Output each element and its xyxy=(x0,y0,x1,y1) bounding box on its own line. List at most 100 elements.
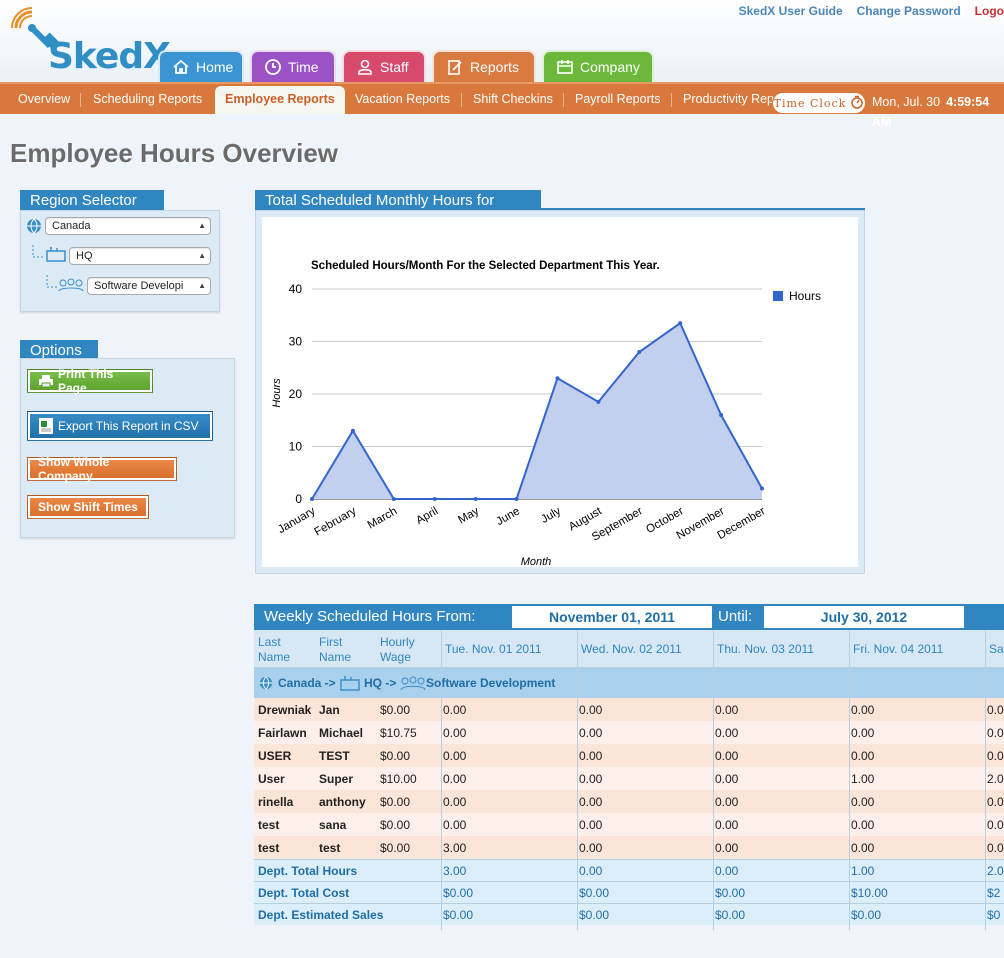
y-tick-label: 40 xyxy=(289,282,303,296)
totals-value: $0.00 xyxy=(579,886,610,900)
change-password-link[interactable]: Change Password xyxy=(856,4,961,18)
logout-link[interactable]: Logo xyxy=(974,4,1004,18)
column-divider xyxy=(577,630,578,930)
cell-last-name: User xyxy=(258,772,285,786)
until-date-field[interactable]: July 30, 2012 xyxy=(764,606,964,628)
header-day: Tue. Nov. 01 2011 xyxy=(445,642,542,656)
tab-home[interactable]: Home xyxy=(158,50,244,82)
cell-day-hours: 0.00 xyxy=(443,795,467,809)
subnav-payroll-reports[interactable]: Payroll Reports xyxy=(575,92,661,106)
cell-day-hours: 0.00 xyxy=(851,841,875,855)
country-select[interactable]: Canada ▲▼ xyxy=(45,217,211,235)
subnav-shift-checkins[interactable]: Shift Checkins xyxy=(473,92,553,106)
cell-day-hours: 0.00 xyxy=(851,795,875,809)
building-icon xyxy=(31,245,67,262)
chart-panel: Scheduled Hours/Month For the Selected D… xyxy=(255,210,865,574)
y-tick-label: 20 xyxy=(289,387,303,401)
cell-last-name: USER xyxy=(258,749,292,763)
data-point[interactable] xyxy=(596,399,601,404)
data-point[interactable] xyxy=(473,497,478,501)
data-point[interactable] xyxy=(432,497,437,501)
department-select[interactable]: Software Developi ▲▼ xyxy=(87,277,211,295)
cell-hourly-wage: $0.00 xyxy=(380,749,411,763)
cell-hourly-wage: $10.75 xyxy=(380,726,417,740)
show-shift-times-button[interactable]: Show Shift Times xyxy=(27,495,149,519)
people-group-icon xyxy=(45,275,85,292)
cell-day-hours: 0.00 xyxy=(443,749,467,763)
tab-company[interactable]: Company xyxy=(542,50,654,82)
home-icon xyxy=(172,58,190,76)
x-tick-label: July xyxy=(539,505,563,526)
data-point[interactable] xyxy=(310,497,314,501)
cell-day-hours: 0.00 xyxy=(579,726,603,740)
tab-company-label: Company xyxy=(580,59,640,75)
data-point[interactable] xyxy=(678,321,683,326)
table-row: test sana $0.00 0.00 0.00 0.00 0.00 0.0 xyxy=(254,813,1004,836)
cell-day-hours: 0.00 xyxy=(579,772,603,786)
data-point[interactable] xyxy=(350,428,355,433)
tab-staff[interactable]: Staff xyxy=(342,50,426,82)
cell-day-hours: 0.00 xyxy=(715,841,739,855)
subnav-separator xyxy=(80,93,81,107)
cell-last-name: rinella xyxy=(258,795,294,809)
print-page-button[interactable]: Print This Page xyxy=(27,367,153,395)
totals-value: $2 xyxy=(987,886,1001,900)
options-panel: Print This Page Export This Report in CS… xyxy=(20,358,235,538)
data-point[interactable] xyxy=(514,497,519,501)
weekly-until-label: Until: xyxy=(718,608,753,625)
table-row: rinella anthony $0.00 0.00 0.00 0.00 0.00 0.0 xyxy=(254,790,1004,813)
skedx-logo[interactable]: SkedX xyxy=(10,6,171,78)
region-selector-panel: Canada ▲▼ HQ ▲▼ Software Developi ▲▼ xyxy=(20,210,220,312)
location-select[interactable]: HQ ▲▼ xyxy=(69,247,211,265)
data-point[interactable] xyxy=(637,350,642,354)
show-whole-company-button[interactable]: Show Whole Company xyxy=(27,455,177,483)
cell-last-name: test xyxy=(258,818,280,832)
header-last-name: Last Name xyxy=(258,635,291,664)
cell-day-hours: 0.0 xyxy=(987,726,1004,740)
totals-value: 0.00 xyxy=(579,864,603,878)
x-tick-label: January xyxy=(276,505,318,536)
y-tick-label: 10 xyxy=(289,440,303,454)
subnav-overview[interactable]: Overview xyxy=(18,92,71,106)
time-clock-button[interactable]: Time Clock xyxy=(772,92,866,114)
group-location: HQ -> xyxy=(364,676,397,690)
cell-first-name: Michael xyxy=(319,726,364,740)
totals-value: 2.0 xyxy=(987,864,1004,878)
subnav-employee-reports[interactable]: Employee Reports xyxy=(215,86,345,114)
data-point[interactable] xyxy=(391,497,396,501)
tab-reports[interactable]: Reports xyxy=(432,50,536,82)
cell-day-hours: 0.00 xyxy=(851,749,875,763)
subnav-scheduling-reports[interactable]: Scheduling Reports xyxy=(93,92,203,106)
totals-label: Dept. Estimated Sales xyxy=(258,908,384,922)
current-date: Mon, Jul. 30 xyxy=(872,95,941,109)
data-point[interactable] xyxy=(760,486,764,491)
from-date-field[interactable]: November 01, 2011 xyxy=(512,606,712,628)
person-icon xyxy=(356,58,374,76)
subnav-vacation-reports[interactable]: Vacation Reports xyxy=(355,92,450,106)
column-divider xyxy=(849,630,850,930)
cell-day-hours: 0.00 xyxy=(579,841,603,855)
logo-text: SkedX xyxy=(48,36,171,77)
subnav-productivity-reports[interactable]: Productivity Rep xyxy=(683,92,775,106)
data-point[interactable] xyxy=(719,413,724,417)
chart-legend: Hours xyxy=(773,289,821,303)
department-group-row: Canada -> HQ -> Software Development xyxy=(254,668,1004,698)
cell-hourly-wage: $0.00 xyxy=(380,841,411,855)
cell-day-hours: 0.0 xyxy=(987,841,1004,855)
data-point[interactable] xyxy=(555,376,560,381)
current-time: 4:59:54 AM xyxy=(872,95,990,129)
table-row: USER TEST $0.00 0.00 0.00 0.00 0.00 0.0 xyxy=(254,744,1004,767)
legend-swatch xyxy=(773,291,783,301)
app-header: SkedX SkedX User Guide Change Password L… xyxy=(0,0,1004,82)
cell-day-hours: 0.00 xyxy=(579,749,603,763)
series-area-fill xyxy=(312,323,762,499)
cell-first-name: TEST xyxy=(319,749,350,763)
cell-day-hours: 0.0 xyxy=(987,795,1004,809)
user-guide-link[interactable]: SkedX User Guide xyxy=(738,4,843,18)
weekly-from-label: Weekly Scheduled Hours From: xyxy=(264,608,476,625)
tab-time[interactable]: Time xyxy=(250,50,336,82)
totals-value: $0.00 xyxy=(851,908,882,922)
totals-row: Dept. Total Cost $0.00 $0.00 $0.00 $10.00 $2 xyxy=(254,881,1004,903)
export-csv-button[interactable]: Export This Report in CSV xyxy=(27,411,213,441)
hours-area-chart: Scheduled Hours/Month For the Selected D… xyxy=(271,260,821,568)
